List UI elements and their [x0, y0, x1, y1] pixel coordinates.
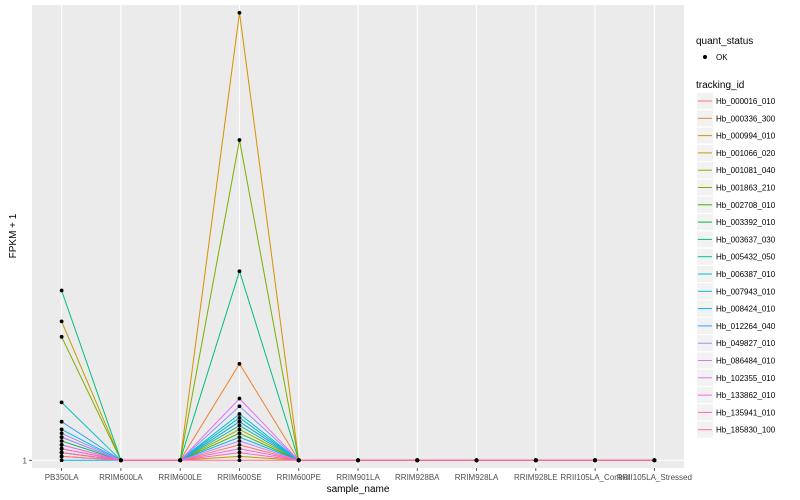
- data-point: [533, 458, 538, 463]
- data-point: [237, 412, 242, 416]
- legend-label-Hb_005432_050: Hb_005432_050: [716, 253, 776, 262]
- legend-label-Hb_000994_010: Hb_000994_010: [716, 132, 776, 141]
- y-axis-ticks: 1: [23, 456, 32, 465]
- data-point: [237, 269, 242, 274]
- x-tick-label: PB350LA: [45, 473, 79, 482]
- legend-label-Hb_102355_010: Hb_102355_010: [716, 374, 776, 383]
- x-axis-ticks: PB350LA RRIM600LA RRIM600LE RRIM600SE RRIM60…: [45, 468, 692, 482]
- x-tick-label: RRIM600LA: [99, 473, 143, 482]
- legend-label-Hb_003392_010: Hb_003392_010: [716, 218, 776, 227]
- data-point: [237, 446, 242, 451]
- y-axis-title: FPKM + 1: [8, 213, 19, 258]
- x-tick-label: RRII105LA_Stressed: [617, 473, 692, 482]
- x-tick-label: RRIM600PE: [276, 473, 320, 482]
- data-point: [59, 458, 64, 463]
- x-tick-label: RRIM928BA: [395, 473, 440, 482]
- data-point: [237, 361, 242, 366]
- data-point: [237, 442, 242, 447]
- y-tick-label: 1: [23, 456, 28, 465]
- data-point: [237, 450, 242, 455]
- legend-quant-status-ok-label: OK: [716, 53, 728, 62]
- data-point: [59, 319, 64, 324]
- data-point: [119, 458, 123, 463]
- data-point: [59, 427, 64, 432]
- legend-label-Hb_001081_040: Hb_001081_040: [716, 166, 776, 175]
- data-point: [59, 288, 64, 293]
- data-point: [296, 458, 301, 463]
- x-tick-label: RRIM600LE: [158, 473, 202, 482]
- data-point: [237, 439, 242, 443]
- data-point: [59, 431, 64, 436]
- data-point: [237, 423, 242, 428]
- data-point: [59, 442, 64, 447]
- data-point: [237, 10, 242, 15]
- data-points: [59, 10, 657, 463]
- data-point: [474, 458, 479, 463]
- data-point: [237, 415, 242, 420]
- data-point: [237, 458, 242, 463]
- data-point: [237, 396, 242, 401]
- grid-lines: [32, 5, 684, 468]
- data-point: [356, 458, 360, 463]
- legend: quant_status OK tracking_id Hb_000016_01…: [696, 36, 776, 438]
- legend-tracking-id-title: tracking_id: [696, 80, 744, 91]
- x-tick-label: RRIM901LA: [336, 473, 380, 482]
- legend-label-Hb_135941_010: Hb_135941_010: [716, 408, 776, 417]
- x-tick-label: RRIM600SE: [217, 473, 261, 482]
- legend-label-Hb_006387_010: Hb_006387_010: [716, 270, 776, 279]
- data-point: [237, 454, 242, 459]
- data-point: [237, 404, 242, 409]
- legend-label-Hb_133862_010: Hb_133862_010: [716, 391, 776, 400]
- data-point: [59, 454, 64, 459]
- legend-label-Hb_003637_030: Hb_003637_030: [716, 235, 776, 244]
- legend-label-Hb_000016_010: Hb_000016_010: [716, 97, 776, 106]
- legend-tracking-entries: Hb_000016_010 Hb_000336_300 Hb_000994_010 H…: [697, 93, 776, 438]
- data-point: [415, 458, 420, 463]
- data-point: [237, 435, 242, 440]
- legend-label-Hb_000336_300: Hb_000336_300: [716, 114, 776, 123]
- data-point: [59, 450, 64, 455]
- data-point: [593, 458, 597, 463]
- x-tick-label: RRII105LA_Control: [560, 473, 630, 482]
- data-point: [59, 334, 64, 339]
- legend-label-Hb_008424_010: Hb_008424_010: [716, 305, 776, 314]
- x-axis-title: sample_name: [327, 484, 390, 495]
- legend-label-Hb_001863_210: Hb_001863_210: [716, 184, 776, 193]
- data-point: [59, 419, 64, 424]
- data-point: [237, 419, 242, 424]
- legend-label-Hb_185830_100: Hb_185830_100: [716, 426, 776, 435]
- x-tick-label: RRIM928LE: [514, 473, 558, 482]
- data-point: [652, 458, 657, 463]
- legend-label-Hb_001066_020: Hb_001066_020: [716, 149, 776, 158]
- data-point: [237, 138, 242, 142]
- data-point: [237, 431, 242, 436]
- legend-quant-status-title: quant_status: [696, 36, 753, 47]
- data-point: [59, 439, 64, 443]
- data-point: [59, 400, 64, 405]
- data-point: [237, 427, 242, 432]
- legend-quant-status-ok-marker: [703, 55, 707, 59]
- legend-label-Hb_049827_010: Hb_049827_010: [716, 339, 776, 348]
- legend-label-Hb_007943_010: Hb_007943_010: [716, 287, 776, 296]
- legend-label-Hb_002708_010: Hb_002708_010: [716, 201, 776, 210]
- legend-label-Hb_086484_010: Hb_086484_010: [716, 357, 776, 366]
- data-point: [59, 435, 64, 440]
- data-point: [178, 458, 183, 463]
- x-tick-label: RRIM928LA: [455, 473, 499, 482]
- legend-label-Hb_012264_040: Hb_012264_040: [716, 322, 776, 331]
- data-point: [59, 446, 64, 451]
